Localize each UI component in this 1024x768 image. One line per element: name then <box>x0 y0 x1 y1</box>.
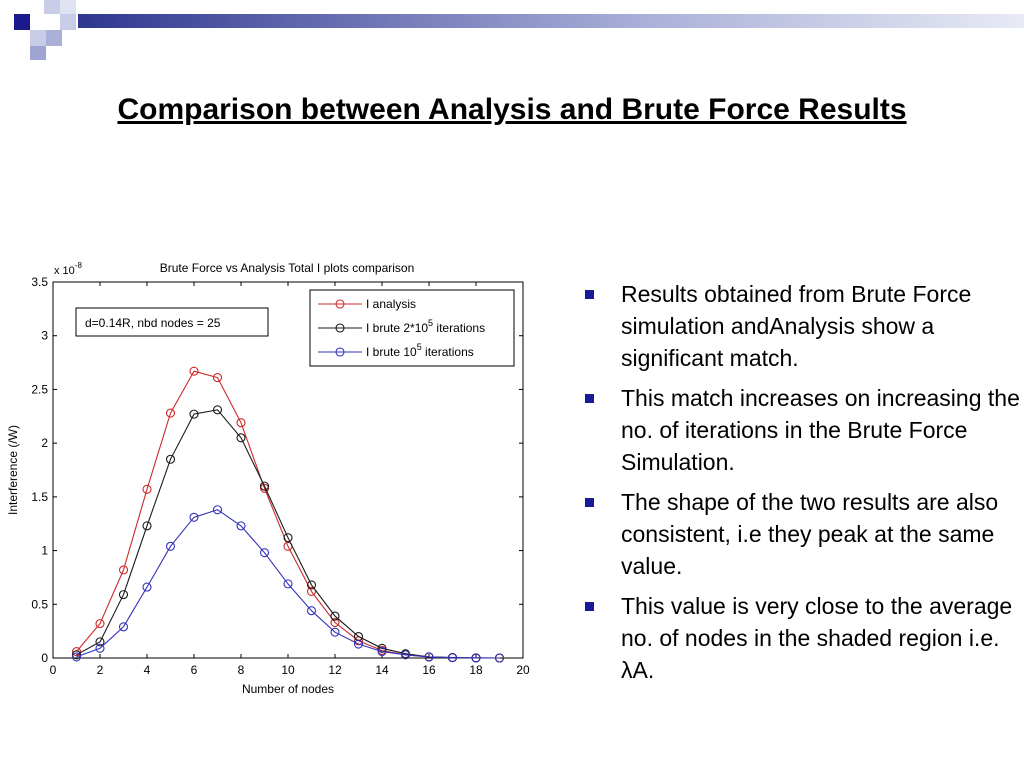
y-tick-label: 0.5 <box>31 597 48 611</box>
data-point <box>283 533 293 543</box>
bullet-marker <box>585 394 594 403</box>
data-point <box>236 418 246 428</box>
data-point <box>494 653 505 663</box>
bullet-text: The shape of the two results are also co… <box>621 489 999 579</box>
bullet-item: This value is very close to the average … <box>580 590 1020 686</box>
data-point <box>71 647 82 657</box>
data-point <box>330 611 340 621</box>
data-point <box>189 366 199 376</box>
bullet-item: Results obtained from Brute Force simula… <box>580 278 1020 374</box>
legend-marker <box>335 299 345 309</box>
y-tick-label: 3.5 <box>31 275 48 289</box>
x-tick-label: 4 <box>144 663 151 677</box>
data-point <box>142 484 152 494</box>
legend-label: I brute 2*105 iterations <box>366 318 485 335</box>
y-tick-label: 2.5 <box>31 382 48 396</box>
data-point <box>189 512 199 522</box>
x-tick-label: 10 <box>281 663 295 677</box>
data-point <box>212 405 223 415</box>
x-tick-label: 2 <box>97 663 104 677</box>
bullet-text: This match increases on increasing the n… <box>621 385 1020 475</box>
data-point <box>118 590 129 600</box>
data-point <box>306 586 317 596</box>
data-point <box>259 481 270 491</box>
data-point <box>189 409 199 419</box>
data-point <box>212 505 223 515</box>
x-tick-label: 16 <box>422 663 436 677</box>
decorative-header-squares <box>14 0 1024 60</box>
data-point <box>377 647 387 657</box>
y-tick-label: 1.5 <box>31 490 48 504</box>
x-tick-label: 12 <box>328 663 342 677</box>
data-point <box>330 627 340 637</box>
data-point <box>95 619 105 629</box>
y-tick-label: 2 <box>41 436 48 450</box>
x-tick-label: 6 <box>191 663 198 677</box>
line-chart: Brute Force vs Analysis Total I plots co… <box>6 261 530 696</box>
y-tick-label: 0 <box>41 651 48 665</box>
bullet-list: Results obtained from Brute Force simula… <box>580 278 1020 694</box>
y-axis-label: Interference (/W) <box>6 425 20 515</box>
x-tick-label: 20 <box>516 663 530 677</box>
data-point <box>400 650 411 660</box>
data-point <box>118 622 129 632</box>
data-point <box>165 541 176 551</box>
bullet-item: This match increases on increasing the n… <box>580 382 1020 478</box>
x-tick-label: 14 <box>375 663 389 677</box>
y-tick-label: 1 <box>41 544 48 558</box>
data-point <box>353 639 364 649</box>
data-point <box>95 643 105 653</box>
data-point <box>142 582 152 592</box>
y-multiplier: x 10-8 <box>54 261 82 277</box>
series-line <box>76 509 500 659</box>
annotation-text: d=0.14R, nbd nodes = 25 <box>85 316 221 330</box>
bullet-text: Results obtained from Brute Force simula… <box>621 281 972 371</box>
data-point <box>142 521 152 531</box>
slide-title: Comparison between Analysis and Brute Fo… <box>117 93 907 126</box>
data-point <box>377 643 387 653</box>
data-point <box>165 454 176 464</box>
bullet-text: This value is very close to the average … <box>621 593 1013 683</box>
legend-label: I analysis <box>366 297 416 311</box>
data-point <box>118 565 129 575</box>
data-point <box>283 579 293 589</box>
data-point <box>259 548 270 558</box>
bullet-marker <box>585 498 594 507</box>
x-axis-label: Number of nodes <box>242 682 334 696</box>
y-tick-label: 3 <box>41 329 48 343</box>
legend-label: I brute 105 iterations <box>366 342 474 359</box>
data-point <box>212 373 223 383</box>
bullet-item: The shape of the two results are also co… <box>580 486 1020 582</box>
bullet-marker <box>585 602 594 611</box>
x-tick-label: 18 <box>469 663 483 677</box>
data-point <box>71 652 82 662</box>
bullet-marker <box>585 290 594 299</box>
x-tick-label: 0 <box>50 663 57 677</box>
data-point <box>306 580 317 590</box>
data-point <box>306 606 317 616</box>
legend: I analysis I brute 2*105 iterations I brut… <box>309 289 515 367</box>
data-point <box>236 521 246 531</box>
data-point <box>447 653 458 663</box>
chart-title: Brute Force vs Analysis Total I plots co… <box>160 261 415 275</box>
data-point <box>424 652 434 662</box>
data-point <box>165 408 176 418</box>
legend-marker <box>335 347 345 357</box>
data-point <box>330 617 340 628</box>
annotation-box <box>75 307 269 337</box>
data-point <box>236 433 246 443</box>
data-point <box>471 653 481 663</box>
x-tick-label: 8 <box>238 663 245 677</box>
data-point <box>95 637 105 647</box>
legend-marker <box>335 323 345 333</box>
